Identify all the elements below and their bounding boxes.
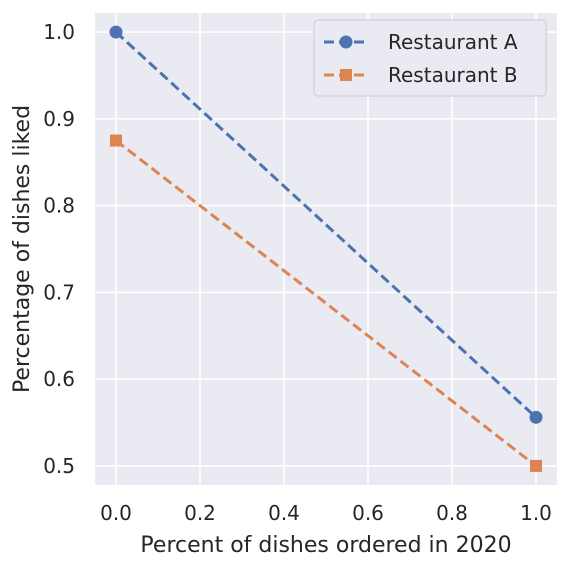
series-restaurant-a <box>109 25 543 424</box>
data-point <box>109 25 123 39</box>
legend: Restaurant A Restaurant B <box>313 19 547 97</box>
legend-marker <box>340 69 352 81</box>
x-tick-label: 0.2 <box>184 501 216 525</box>
series-line <box>114 30 538 419</box>
series-layer <box>109 25 543 472</box>
y-axis-ticks: 0.5 0.6 0.7 0.8 0.9 1.0 <box>43 20 75 478</box>
y-tick-label: 0.6 <box>43 367 75 391</box>
y-tick-label: 0.7 <box>43 280 75 304</box>
x-axis-ticks: 0.0 0.2 0.4 0.6 0.8 1.0 <box>100 501 552 525</box>
y-tick-label: 1.0 <box>43 20 75 44</box>
series-restaurant-b <box>110 134 542 472</box>
y-axis-label: Percentage of dishes liked <box>10 105 35 393</box>
x-tick-label: 0.4 <box>268 501 300 525</box>
x-tick-label: 0.6 <box>352 501 384 525</box>
x-axis-label: Percent of dishes ordered in 2020 <box>140 533 511 558</box>
y-tick-label: 0.8 <box>43 194 75 218</box>
data-point <box>110 134 122 147</box>
x-tick-label: 0.8 <box>436 501 468 525</box>
x-tick-label: 1.0 <box>520 501 552 525</box>
y-tick-label: 0.9 <box>43 107 75 131</box>
legend-marker <box>339 35 353 49</box>
y-tick-label: 0.5 <box>43 454 75 478</box>
x-tick-label: 0.0 <box>100 501 132 525</box>
data-point <box>529 410 543 424</box>
data-point <box>530 459 542 472</box>
legend-label: Restaurant B <box>388 63 518 87</box>
legend-label: Restaurant A <box>388 30 518 54</box>
legend-box <box>313 19 547 97</box>
series-line <box>115 139 537 468</box>
grid-lines <box>95 13 557 485</box>
